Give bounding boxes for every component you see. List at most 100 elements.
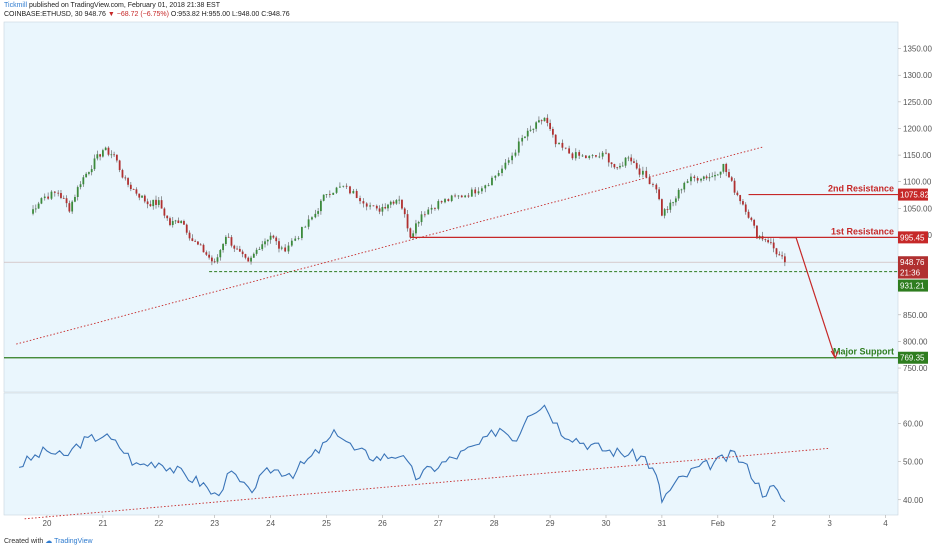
candle-body [645,170,648,178]
candle-body [630,157,633,162]
candle-body [71,201,74,212]
candle-body [60,193,62,198]
candle-body [74,196,76,202]
candle-body [352,190,355,194]
candle-body [118,160,121,171]
tag-last-price-bg [898,256,928,269]
candle-body [464,195,467,198]
footer-brand[interactable]: TradingView [54,538,93,545]
candle-body [65,198,68,204]
candle-body [349,186,351,194]
candle-body [764,239,767,241]
candle-body [171,221,174,226]
candle-body [672,202,674,204]
candle-body [85,173,88,178]
candle-body [127,178,129,185]
candle-body [728,172,730,178]
candle-body [457,195,460,197]
candle-body [538,120,540,123]
candle-body [739,195,742,202]
candle-body [247,257,250,262]
candle-body [287,245,290,252]
candle-body [494,175,497,178]
candle-body [219,250,222,258]
candle-body [381,207,384,212]
candle-body [460,195,463,198]
candle-body [616,167,619,169]
candle-body [686,181,689,183]
candle-body [401,199,403,209]
candle-body [180,221,183,224]
candle-body [141,195,143,198]
candle-body [50,191,53,199]
projection-arrow-line [795,237,836,359]
candle-body [266,239,269,242]
candle-body [648,177,651,185]
candle-body [716,174,719,176]
x-tick-label: 20 [43,519,52,528]
x-tick-label: 30 [602,519,611,528]
candle-body [705,176,708,179]
candle-body [57,192,60,194]
candle-body [507,160,510,163]
candle-body [280,247,283,249]
candle-body [392,201,395,204]
candle-body [124,177,127,179]
candle-body [345,185,348,187]
candle-body [783,256,786,263]
candle-body [501,168,503,174]
candle-body [307,219,310,227]
x-tick-label: 25 [322,519,331,528]
tag-support: 931.21 [900,282,925,291]
candle-body [619,165,621,168]
candle-body [627,157,630,159]
candle-body [211,257,213,262]
candle-body [635,162,638,169]
candle-body [524,136,526,138]
tag-support-bg [898,279,928,292]
down-arrow-icon: ▼ [107,11,115,18]
x-tick-label: 23 [210,519,219,528]
candle-body [666,209,669,211]
candle-body [236,248,238,250]
price-tick-label: 850.00 [903,311,928,320]
candle-body [160,200,163,209]
candle-body [102,150,104,157]
candle-body [143,195,146,202]
candle-body [216,257,219,262]
candle-body [561,142,564,148]
candle-body [417,222,420,224]
candle-body [693,176,696,179]
candle-body [770,242,772,244]
candle-body [680,189,683,191]
x-tick-label: 29 [546,519,555,528]
candle-body [719,171,722,175]
candle-body [725,163,728,173]
candle-body [571,153,574,159]
candle-body [481,188,483,192]
tag-last-price: 948.76 [900,258,925,267]
candle-body [767,240,770,243]
candle-body [514,152,517,156]
price-tick-label: 1050.00 [903,204,932,213]
candle-body [558,142,560,145]
candle-body [529,129,532,131]
candle-body [663,209,666,216]
publisher-name[interactable]: Tickmill [4,2,28,9]
candle-body [110,154,113,156]
candle-body [146,201,149,205]
candle-body [395,200,398,204]
candle-body [467,195,470,197]
candle-body [420,214,423,223]
rsi-tick-label: 60.00 [903,420,924,429]
candle-body [121,170,124,178]
candle-body [88,172,90,174]
footer: Created with ☁ TradingView [4,537,93,545]
candle-body [132,189,135,190]
candle-body [129,184,132,190]
resistance-1-label: 1st Resistance [831,226,894,236]
candle-body [194,240,197,242]
candle-body [633,161,635,163]
